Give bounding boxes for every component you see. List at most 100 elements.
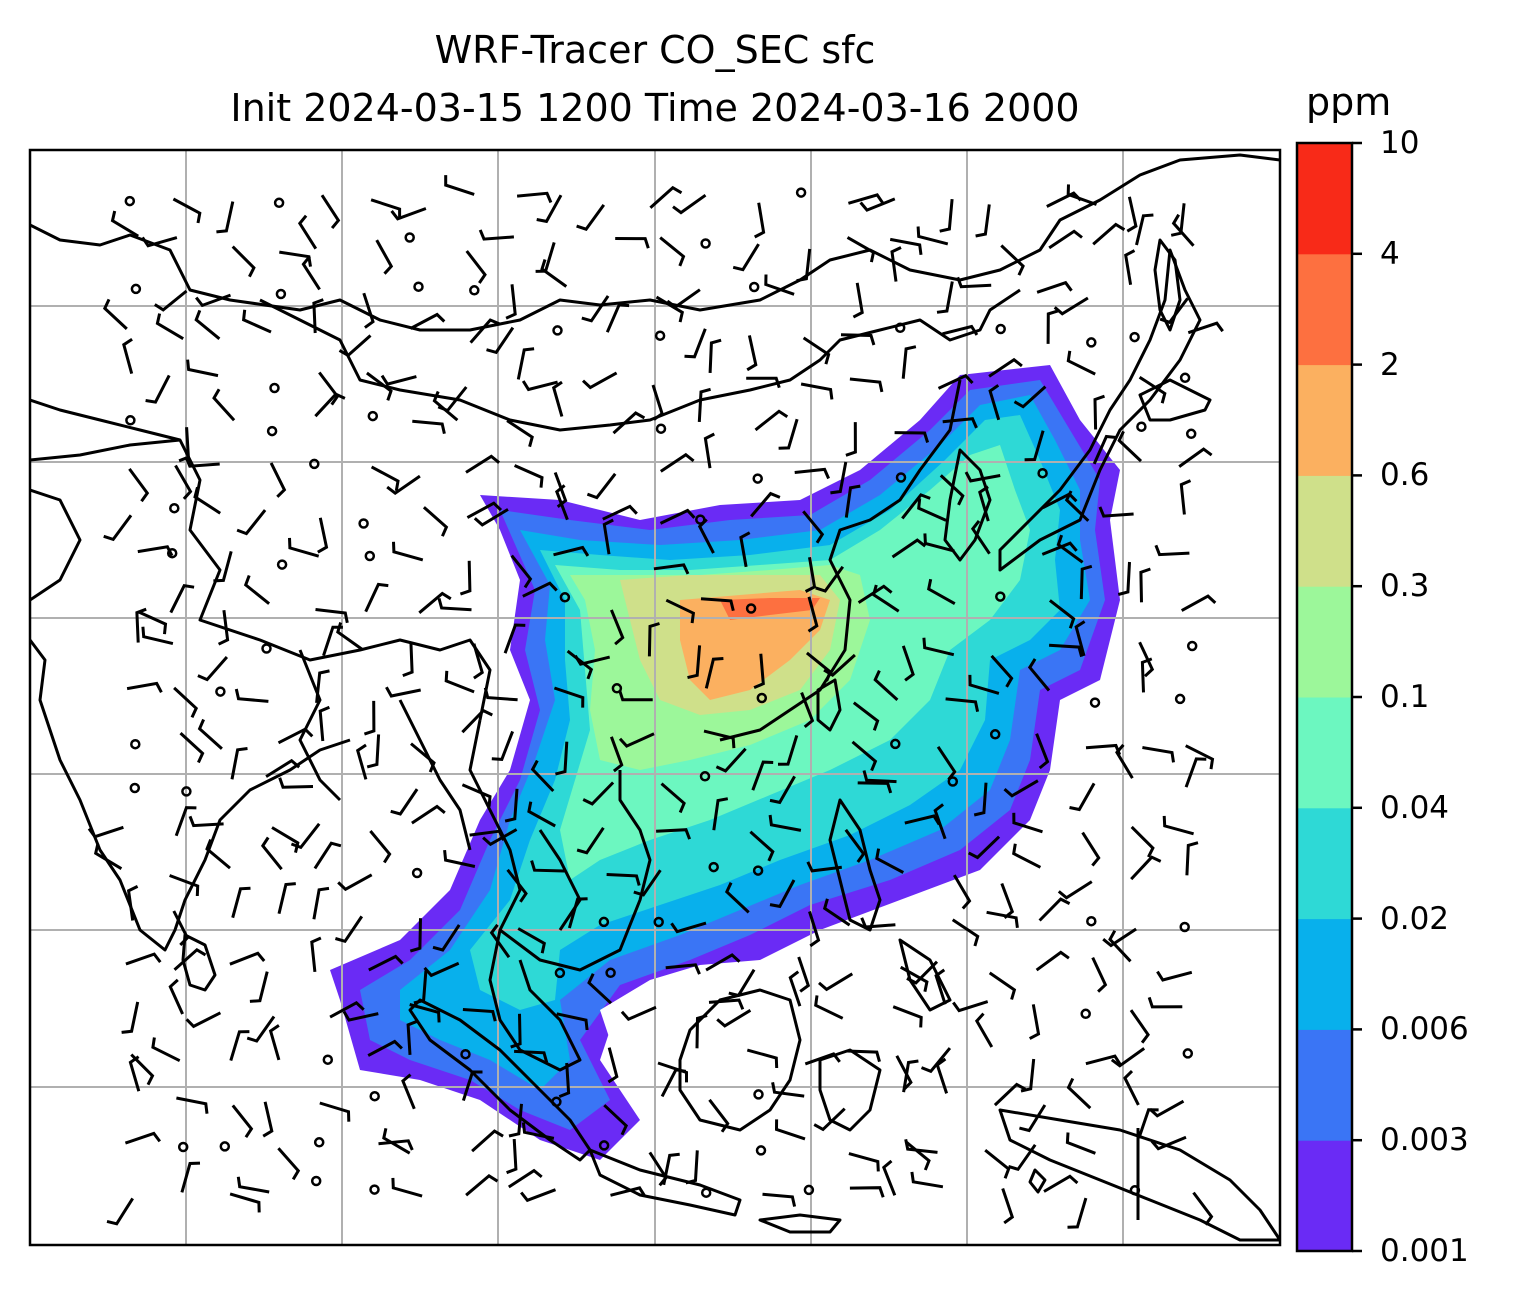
wind-barb <box>153 289 188 312</box>
wind-barb <box>895 1055 913 1091</box>
calm-wind-circle <box>699 771 711 782</box>
wind-barb <box>355 743 368 780</box>
wind-barb <box>409 1003 441 1023</box>
wind-barb <box>1028 1004 1041 1040</box>
wind-barb <box>986 910 1019 928</box>
wind-barb <box>703 729 736 749</box>
calm-wind-circle <box>219 1141 231 1152</box>
wind-barb <box>366 371 393 401</box>
wind-barb <box>1184 757 1207 788</box>
wind-barb <box>185 1011 222 1029</box>
wind-barb <box>262 1101 274 1138</box>
wind-barb <box>806 861 842 873</box>
wind-barb <box>313 841 342 870</box>
wind-barb <box>290 822 321 850</box>
wind-barb <box>375 239 394 275</box>
calm-wind-circle <box>367 410 379 422</box>
wind-barb <box>342 1010 379 1022</box>
wind-barb <box>169 584 195 614</box>
calm-wind-circle <box>1136 421 1147 432</box>
tracer-concentration-field <box>330 365 1120 1160</box>
wind-barb <box>124 1131 161 1145</box>
calm-wind-circle <box>803 1184 815 1196</box>
wind-barb <box>486 326 515 355</box>
wind-barb <box>128 468 150 503</box>
java <box>588 1148 742 1217</box>
wind-barb <box>797 956 811 993</box>
wind-barb <box>746 376 781 389</box>
wind-barb <box>804 1052 841 1066</box>
wind-barb <box>231 1104 254 1139</box>
wind-barb <box>768 814 802 832</box>
wind-barb <box>277 727 314 745</box>
wind-barb <box>322 625 343 657</box>
wind-barb <box>1179 479 1192 515</box>
wind-barb <box>704 657 724 689</box>
calm-wind-circle <box>369 1090 380 1102</box>
wind-barb <box>174 806 197 837</box>
taiwan <box>816 678 842 732</box>
wind-barb <box>814 995 844 1020</box>
calm-wind-circle <box>1086 915 1097 927</box>
wind-barbs <box>87 175 1224 1229</box>
wind-barb <box>521 380 558 392</box>
wind-barb <box>317 517 329 554</box>
colorbar-tick-label: 0.1 <box>1380 679 1430 715</box>
wind-barb <box>862 770 897 784</box>
wind-barb <box>141 236 178 248</box>
wind-barb <box>951 918 980 947</box>
wind-barb <box>155 313 184 340</box>
wind-barb <box>656 828 692 840</box>
wind-barb <box>1001 1188 1015 1225</box>
wind-barb <box>849 1186 885 1198</box>
wind-barb <box>606 873 641 886</box>
wind-barb <box>942 417 978 429</box>
wind-barb <box>1003 779 1039 798</box>
calm-wind-circle <box>309 458 320 470</box>
wind-barb <box>268 1024 281 1061</box>
wind-barb <box>483 687 518 702</box>
wind-barb <box>1154 544 1190 557</box>
wind-barb <box>553 545 590 557</box>
wind-barb <box>310 936 322 973</box>
wind-barb <box>860 917 896 929</box>
wind-barb <box>1036 280 1073 294</box>
inner-borders-5 <box>30 488 82 602</box>
wind-barb <box>334 915 364 944</box>
wind-barb <box>936 281 954 314</box>
colorbar-tick-label: 0.001 <box>1380 1233 1469 1269</box>
wind-barb <box>778 418 799 450</box>
wind-barb <box>1185 841 1199 876</box>
wind-barb <box>558 1062 571 1098</box>
wind-barb <box>750 491 781 518</box>
wind-barb <box>106 1197 134 1226</box>
wind-barb <box>700 597 735 612</box>
wind-barb <box>1140 657 1153 693</box>
wind-barb <box>269 462 287 498</box>
wind-barb <box>507 1168 543 1189</box>
wind-barb <box>1187 321 1224 335</box>
wind-barb <box>391 1177 423 1198</box>
wind-barb <box>840 333 876 346</box>
wind-barb <box>1138 641 1155 678</box>
colorbar-segment <box>1297 918 1352 1030</box>
wind-barb <box>212 388 236 422</box>
malay-peninsula <box>488 929 582 1072</box>
wind-barb <box>410 742 436 773</box>
wind-barb <box>603 1104 629 1136</box>
wind-barb <box>844 484 861 518</box>
wind-barb <box>746 1048 779 1069</box>
colorbar-segment <box>1297 697 1352 809</box>
wind-barb <box>1012 812 1043 834</box>
wind-barb <box>815 565 845 593</box>
wind-barb <box>753 202 766 239</box>
calm-wind-circle <box>322 1054 334 1065</box>
wind-barb <box>754 409 789 432</box>
wind-barb <box>1092 222 1126 246</box>
wind-barb <box>649 185 683 209</box>
wind-barb <box>804 557 817 593</box>
calm-wind-circle <box>700 238 711 249</box>
wind-barb <box>901 493 931 520</box>
wind-barb <box>521 1122 555 1140</box>
calm-wind-circle <box>756 692 768 704</box>
